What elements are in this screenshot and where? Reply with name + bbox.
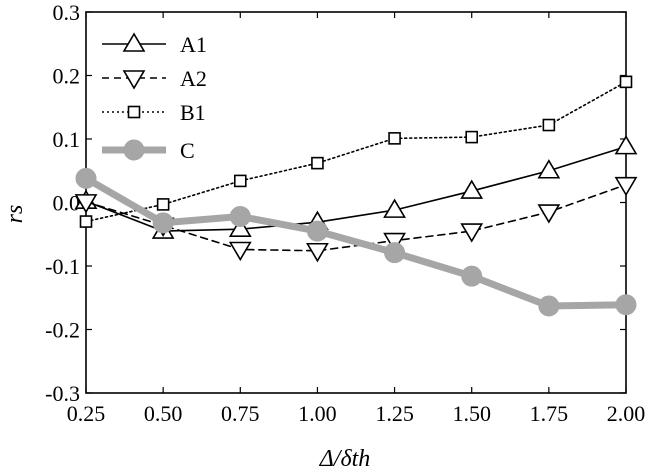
data-point-c [306,220,328,242]
data-point-c [229,205,251,227]
data-point-a1 [614,135,638,155]
data-point-c [615,294,637,316]
data-point-a2 [74,194,98,214]
y-axis-label: rs [2,205,28,224]
plot-area: 0.25 0.50 0.75 1.00 1.25 1.50 1.75 2.00 0.3 0.2 0.… [45,0,645,426]
data-point-c [461,265,483,287]
x-tick-label: 1.25 [375,401,414,426]
series-line-b1 [85,81,627,223]
data-point-c [538,295,560,317]
data-point-a2 [537,204,561,224]
y-tick-label: -0.2 [45,318,80,343]
y-tick-label: 0.3 [53,0,81,25]
data-point-b1 [79,215,93,228]
data-point-b1 [156,198,170,211]
x-tick-label: 1.75 [530,401,569,426]
data-point-a2 [306,242,329,263]
data-point-b1 [311,156,324,170]
legend: A1 A2 B1 C [102,32,207,163]
data-point-b1 [388,132,401,145]
data-point-b1 [542,118,556,132]
x-tick-label: 1.50 [452,401,491,426]
legend-marker-b1 [127,105,141,119]
x-tick-label: 1.00 [298,401,337,426]
data-point-b1 [465,130,479,144]
y-tick-label: -0.3 [45,381,80,406]
data-point-a2 [383,232,406,253]
data-point-a2 [228,241,252,262]
data-point-c [384,242,406,264]
data-point-c [152,212,174,234]
legend-marker-a1 [122,32,146,52]
series-line-a1 [85,145,627,232]
y-tick-label: 0.1 [53,127,81,152]
x-axis-label: Δ/δth [319,446,371,472]
data-point-a2 [460,223,484,243]
x-tick-label: 0.25 [67,401,106,426]
legend-label-b1: B1 [180,100,206,125]
legend-label-a2: A2 [180,66,207,91]
data-point-b1 [233,174,247,188]
data-point-a1 [537,159,561,179]
data-point-a2 [614,176,638,197]
legend-label-a1: A1 [180,32,207,57]
x-tick-label: 0.75 [221,401,260,426]
x-tick-label: 0.50 [144,401,183,426]
y-tick-label: 0.2 [53,64,81,89]
legend-marker-c [123,139,145,161]
data-point-b1 [619,75,633,89]
legend-marker-a2 [122,70,146,90]
series-line-a2 [85,183,627,252]
data-point-a1 [228,217,252,237]
data-point-a1 [383,198,406,218]
x-tick-label: 2.00 [607,401,646,426]
data-point-c [75,167,97,189]
y-tick-label: -0.1 [45,254,80,279]
legend-label-c: C [180,138,195,163]
series-line-c [82,174,630,310]
data-point-a1 [460,179,484,199]
